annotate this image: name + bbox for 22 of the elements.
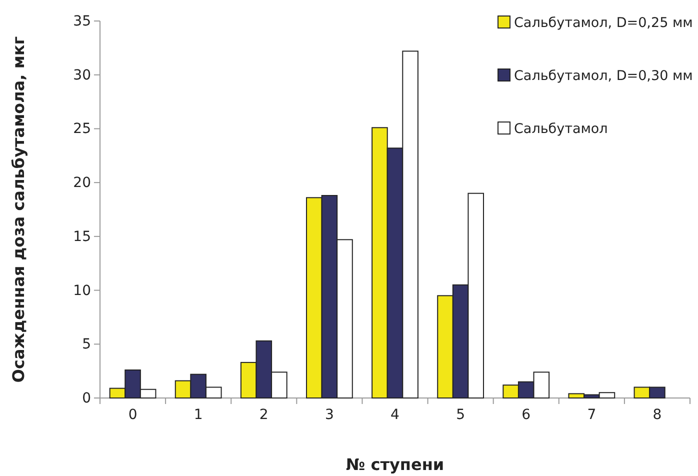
legend-label: Сальбутамол, D=0,25 мм <box>514 15 693 31</box>
x-tick-label: 7 <box>587 407 596 424</box>
y-tick-label: 15 <box>73 228 91 245</box>
x-tick-label: 3 <box>324 407 334 424</box>
x-axis-title: № ступени <box>346 455 444 474</box>
legend-label: Сальбутамол <box>514 121 608 137</box>
x-tick-label: 1 <box>194 407 203 424</box>
x-tick-label: 6 <box>522 407 531 424</box>
x-tick-label: 4 <box>390 407 400 424</box>
x-tick-label: 2 <box>259 407 268 424</box>
x-tick-label: 8 <box>652 407 662 424</box>
y-tick-label: 0 <box>82 390 91 406</box>
y-axis-title: Осажденная доза сальбутамола, мкг <box>9 36 28 383</box>
legend-label: Сальбутамол, D=0,30 мм <box>514 68 693 84</box>
y-tick-label: 30 <box>73 67 91 84</box>
y-tick-label: 10 <box>73 282 91 299</box>
x-tick-label: 0 <box>128 407 138 424</box>
y-tick-label: 5 <box>82 336 91 353</box>
y-tick-label: 25 <box>73 121 91 138</box>
y-tick-label: 35 <box>73 13 91 30</box>
x-tick-label: 5 <box>456 407 466 424</box>
y-tick-label: 20 <box>73 175 91 192</box>
